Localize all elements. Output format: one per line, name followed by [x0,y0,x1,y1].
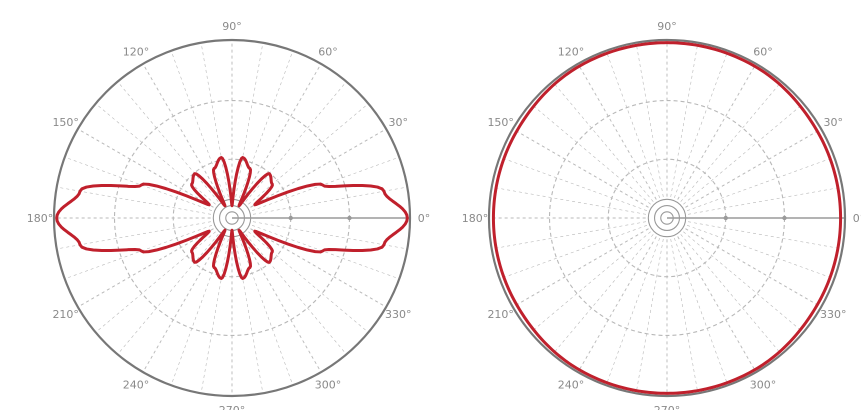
radial-gridline [64,156,213,211]
radial-gridline [677,236,757,373]
radial-gridline [250,228,387,308]
radial-gridline [252,186,408,215]
series-curve [491,41,843,395]
radial-gridline [117,234,219,355]
radial-gridline [77,228,214,308]
radial-gridline [687,221,843,250]
angle-tick-label: 60° [753,46,773,59]
radial-gridline [605,237,660,386]
radial-gridline [235,238,264,394]
radial-gridline [117,81,219,202]
angle-tick-label: 90° [657,20,677,33]
radial-gridline [530,231,651,333]
radial-gridline [552,234,654,355]
radial-gridline [248,231,369,333]
polar-chart-1: 0° 30° 60° 90° 120° 150° 180° 210° 240° 270° 300° 3… [27,20,431,410]
radial-gridline [77,128,214,208]
angle-tick-label: 300° [315,378,342,391]
radial-gridline [200,238,229,394]
radial-gridline [670,42,699,198]
angle-tick-label: 240° [123,378,150,391]
radial-gridline [686,156,835,211]
radial-gridline [683,231,804,333]
angle-tick-label: 120° [123,46,150,59]
angle-tick-label: 270° [654,404,681,410]
radial-gridline [248,103,369,205]
radial-gridline [530,103,651,205]
angle-tick-label: 30° [389,116,409,129]
radial-gridline [245,234,347,355]
angle-tick-label: 180° [27,212,54,225]
radial-gridline [491,186,647,215]
radial-gridline [680,81,782,202]
radial-gridline [577,63,657,200]
radial-gridline [142,236,222,373]
radial-gridline [170,50,225,199]
radial-gridline [56,221,212,250]
radial-gridline [491,221,647,250]
angle-tick-label: 270° [219,404,246,410]
radial-gridline [552,81,654,202]
angle-tick-label: 90° [222,20,242,33]
angle-tick-label: 0° [853,212,861,225]
radial-gridline [239,50,294,199]
radial-gridline [605,50,660,199]
radial-gridline [242,63,322,200]
angle-tick-label: 240° [558,378,585,391]
radial-gridline [245,81,347,202]
outer-ring [487,38,847,398]
angle-tick-label: 180° [462,212,489,225]
radial-gridline [95,231,216,333]
radial-gridline [170,237,225,386]
radial-gridline [685,228,822,308]
radial-gridline [250,128,387,208]
angle-tick-label: 120° [558,46,585,59]
radial-gridline [674,237,729,386]
angle-tick-label: 330° [820,308,847,321]
radial-gridline [499,225,648,280]
radial-gridline [674,50,729,199]
angle-tick-label: 300° [750,378,777,391]
outer-ring [52,38,412,398]
angle-tick-label: 150° [487,116,514,129]
polar-chart-2: 0° 30° 60° 90° 120° 150° 180° 210° 240° 270° 300° 3… [462,20,861,410]
axis-tick [723,215,728,221]
angle-tick-label: 60° [318,46,338,59]
series-curve [55,156,409,280]
radial-gridline [635,42,664,198]
radial-gridline [683,103,804,205]
angle-tick-label: 0° [418,212,431,225]
radial-gridline [239,237,294,386]
radial-gridline [242,236,322,373]
radial-gridline [635,238,664,394]
radial-gridline [577,236,657,373]
axis-tick [288,215,293,221]
angle-tick-label: 30° [824,116,844,129]
axis-tick [347,215,352,221]
radial-gridline [251,156,400,211]
radial-gridline [251,225,400,280]
radial-gridline [499,156,648,211]
radial-gridline [64,225,213,280]
radial-gridline [56,186,212,215]
radial-gridline [687,186,843,215]
radial-gridline [95,103,216,205]
axis-tick [782,215,787,221]
radial-gridline [686,225,835,280]
angle-tick-label: 330° [385,308,412,321]
angle-tick-label: 150° [52,116,79,129]
radial-gridline [512,228,649,308]
radial-gridline [680,234,782,355]
radial-gridline [670,238,699,394]
radial-gridline [252,221,408,250]
angle-tick-label: 210° [487,308,514,321]
radial-gridline [200,42,229,198]
radial-gridline [685,128,822,208]
radial-gridline [512,128,649,208]
radial-gridline [677,63,757,200]
angle-tick-label: 210° [52,308,79,321]
radial-gridline [235,42,264,198]
radial-gridline [142,63,222,200]
